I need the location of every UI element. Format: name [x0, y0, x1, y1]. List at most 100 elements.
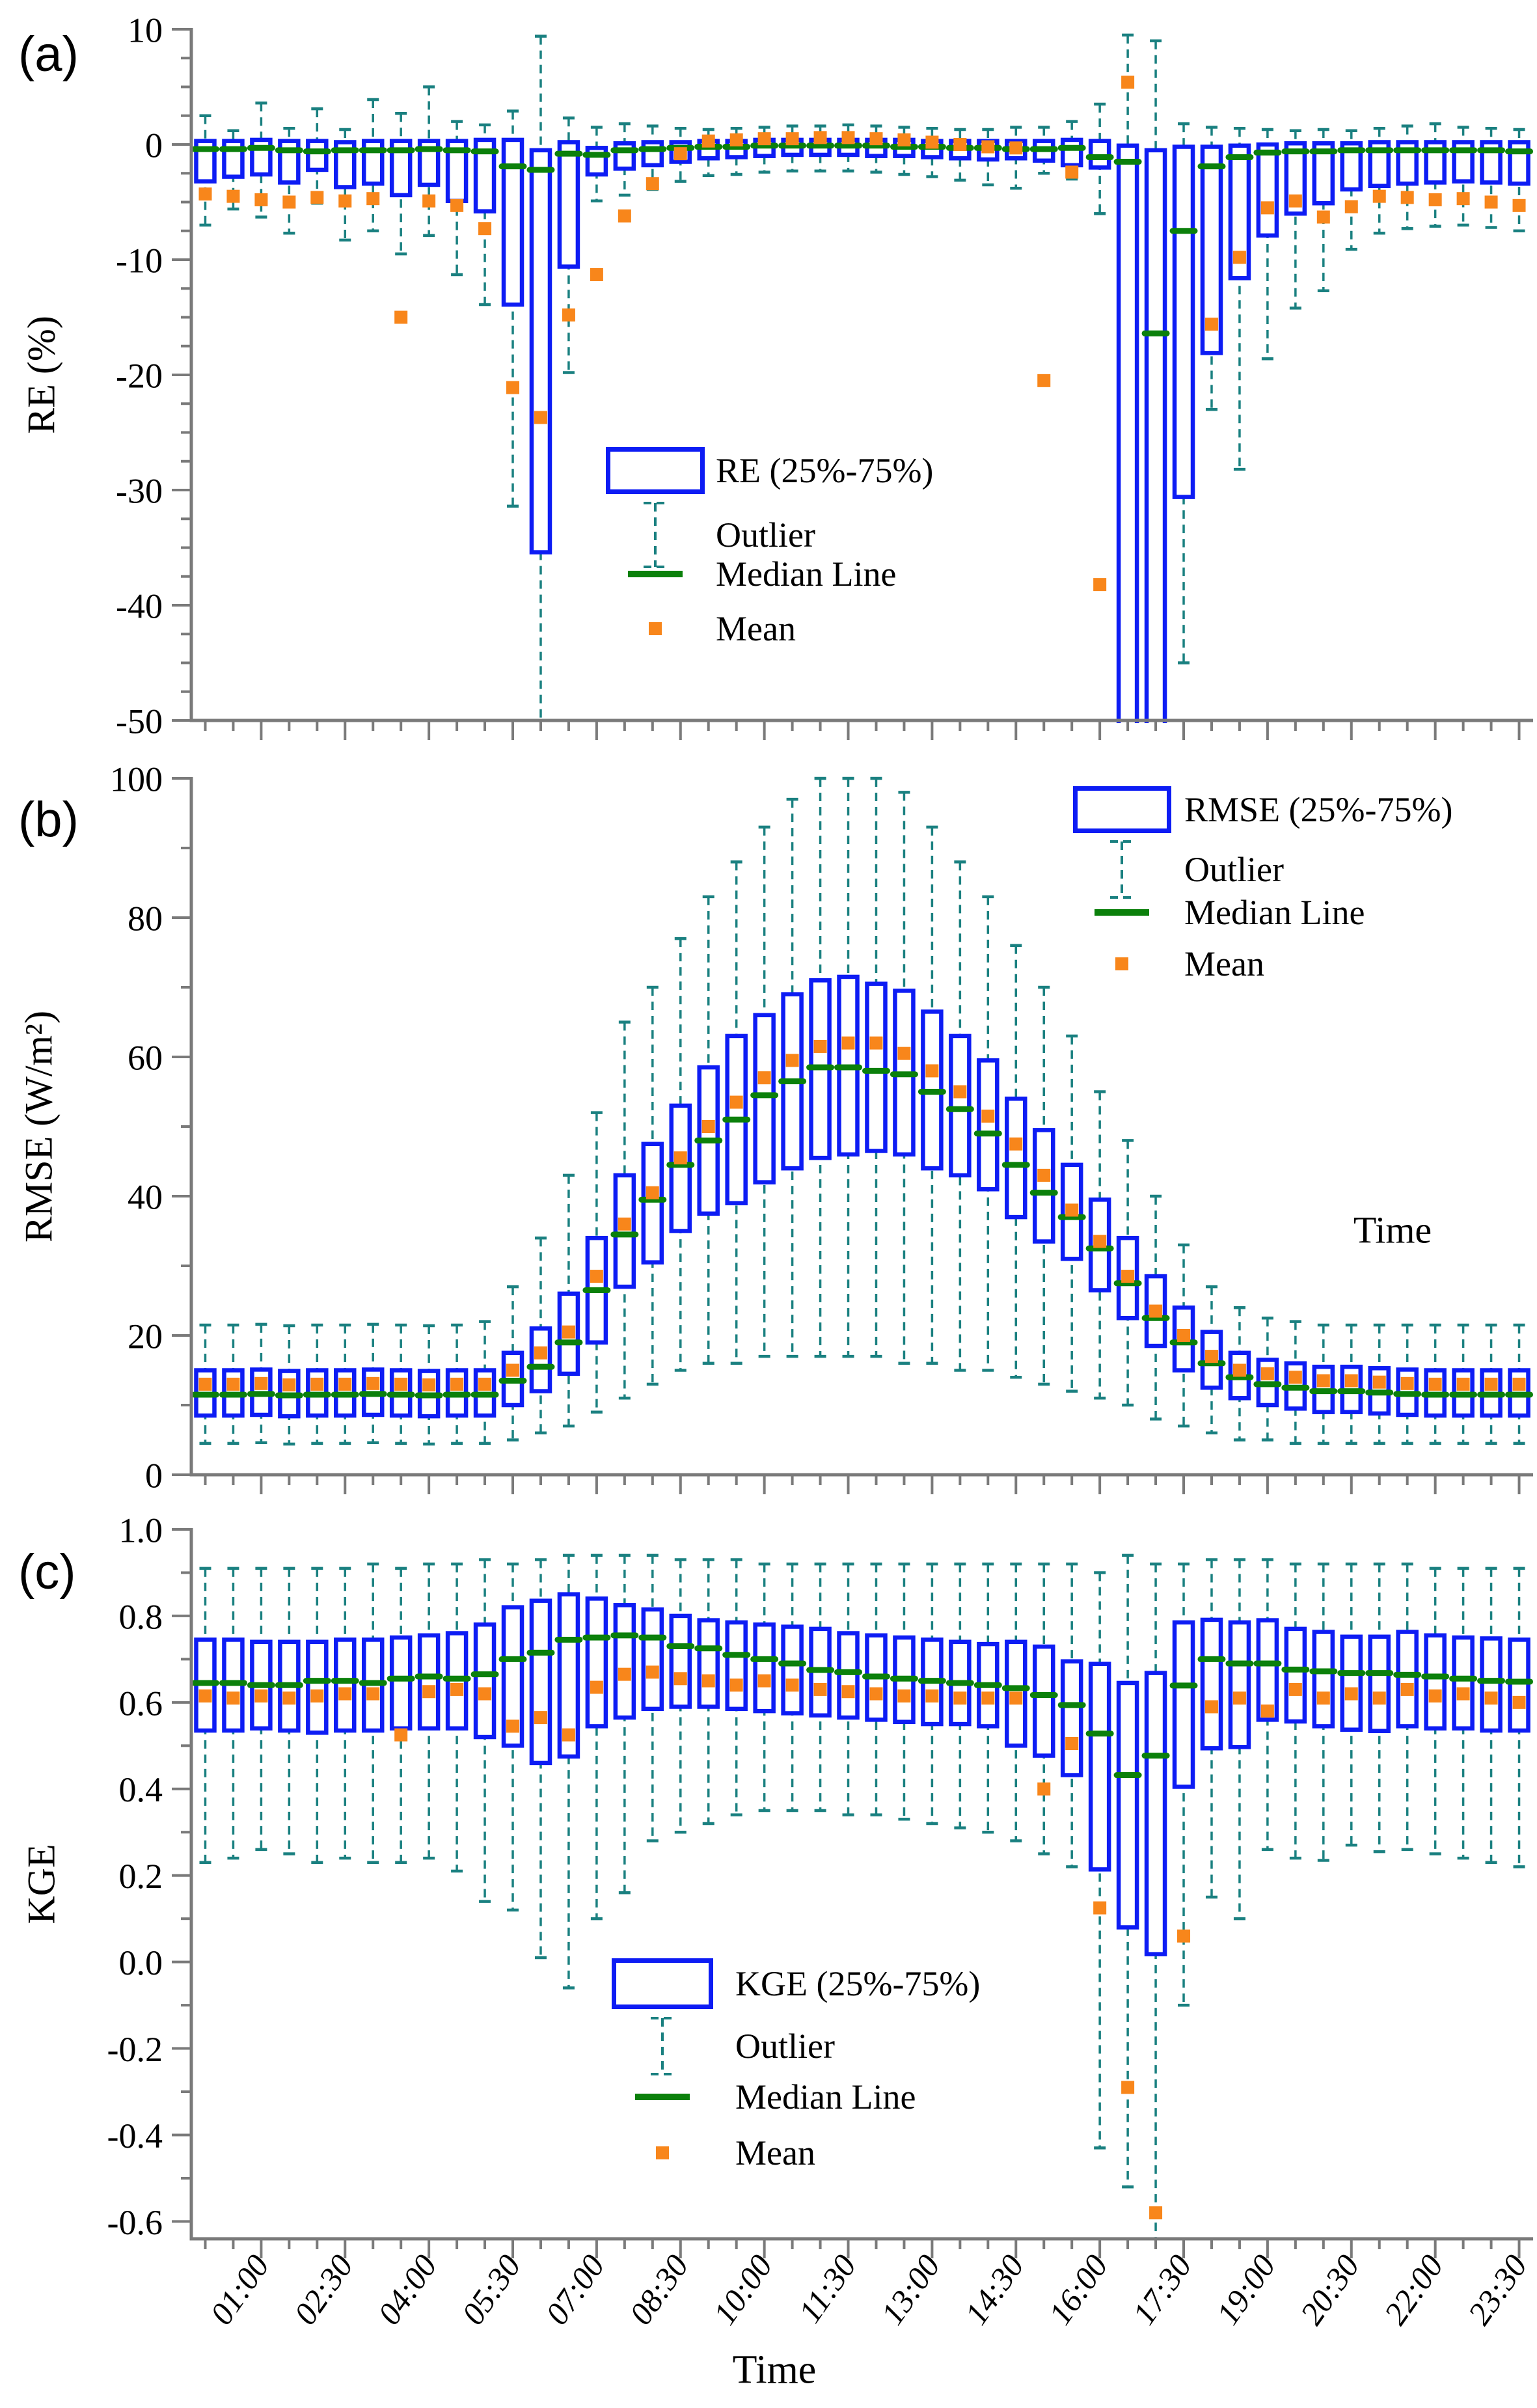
- mean-marker: [1400, 191, 1414, 204]
- whisker: [1150, 1562, 1162, 2241]
- y-tick-label: -30: [116, 471, 163, 510]
- iqr-box: [1200, 1617, 1223, 1751]
- mean-marker: [590, 1680, 603, 1694]
- x-tick-label: 20:30: [1293, 2248, 1367, 2331]
- iqr-box: [529, 1326, 552, 1393]
- whisker: [562, 1173, 575, 1428]
- panel-c-boxes: [191, 1553, 1534, 2241]
- x-tick-label: 05:30: [454, 2248, 528, 2331]
- whisker: [898, 1562, 910, 1821]
- mean-marker: [1372, 1375, 1386, 1389]
- iqr-box: [641, 1142, 664, 1265]
- mean-marker: [1204, 1350, 1218, 1363]
- mean-marker: [590, 268, 603, 282]
- whisker: [1345, 1562, 1357, 1847]
- y-tick-label: 10: [128, 10, 163, 49]
- iqr-box: [669, 1103, 692, 1233]
- mean-marker: [1065, 165, 1079, 179]
- panel-a-axes: 10 0 -10 -20 -30 -40 -50: [116, 10, 1533, 741]
- mean-marker: [785, 1678, 799, 1692]
- mean-marker: [534, 411, 547, 424]
- median-line-icon: [1095, 909, 1149, 916]
- mean-marker: [729, 133, 743, 146]
- whisker: [1010, 1562, 1022, 1842]
- mean-marker: [618, 1217, 631, 1231]
- x-tick-label: 23:30: [1461, 2248, 1534, 2331]
- iqr-box: [1340, 1634, 1363, 1732]
- mean-marker: [981, 1109, 995, 1123]
- whisker: [758, 1562, 770, 1813]
- iqr-box: [1424, 1633, 1447, 1731]
- mean-marker: [1344, 1374, 1358, 1388]
- mean-marker: [1037, 374, 1051, 387]
- mean-marker: [562, 1325, 575, 1339]
- mean-marker: [1037, 1168, 1051, 1182]
- outlier-whisker-icon: [644, 502, 667, 568]
- y-tick-label: 100: [110, 759, 163, 799]
- mean-marker: [925, 1064, 939, 1078]
- mean-marker: [254, 193, 268, 206]
- mean-marker: [757, 132, 771, 146]
- mean-marker: [198, 1689, 212, 1703]
- y-tick-label: 80: [128, 899, 163, 938]
- panel-c-tag: (c): [18, 1544, 76, 1600]
- mean-marker: [701, 1120, 715, 1133]
- mean-marker: [701, 134, 715, 148]
- y-tick-label: -0.6: [107, 2203, 163, 2242]
- whisker: [898, 791, 910, 1365]
- panel-b-inner-time-label: Time: [1353, 1209, 1432, 1252]
- mean-marker: [1065, 1736, 1079, 1750]
- iqr-box: [865, 981, 888, 1153]
- mean-marker: [1177, 1329, 1191, 1342]
- iqr-box: [1144, 1671, 1167, 1956]
- legend-label-outlier: Outlier: [735, 2027, 835, 2066]
- y-tick-label: -40: [116, 586, 163, 625]
- mean-marker: [338, 1377, 352, 1391]
- legend-label-box: RE (25%-75%): [716, 451, 934, 490]
- whisker: [1233, 1306, 1245, 1442]
- iqr-box: [473, 1622, 496, 1740]
- mean-marker: [925, 1689, 939, 1703]
- mean-marker: [1288, 194, 1302, 208]
- iqr-box: [837, 1631, 860, 1720]
- mean-marker: [1456, 1687, 1470, 1701]
- mean-marker: [1149, 1304, 1163, 1318]
- iqr-box: [1508, 1637, 1530, 1733]
- iqr-box: [613, 141, 636, 171]
- whisker: [255, 102, 267, 219]
- outlier-whisker-icon: [1110, 840, 1134, 899]
- mean-marker: [282, 1691, 296, 1705]
- mean-marker: [1232, 251, 1246, 264]
- mean-marker: [785, 1054, 799, 1067]
- legend-label-mean: Mean: [1184, 944, 1264, 983]
- mean-marker: [1037, 1782, 1051, 1796]
- whisker: [1038, 126, 1050, 175]
- iqr-box: [725, 1620, 748, 1712]
- y-tick-label: 0.2: [119, 1857, 163, 1896]
- mean-marker: [673, 147, 687, 161]
- mean-marker: [254, 1689, 268, 1703]
- mean-marker: [562, 1728, 575, 1742]
- mean-marker: [813, 1039, 827, 1053]
- mean-marker: [1316, 1691, 1330, 1705]
- mean-marker: [506, 1363, 520, 1377]
- mean-marker: [590, 1270, 603, 1283]
- mean-marker: [478, 1687, 492, 1701]
- mean-marker: [478, 1377, 492, 1391]
- mean-marker: [1456, 1377, 1470, 1391]
- mean-marker: [1288, 1682, 1302, 1696]
- iqr-box: [529, 1598, 552, 1766]
- x-tick-label: 22:00: [1377, 2248, 1450, 2331]
- iqr-box: [1284, 1626, 1307, 1724]
- whisker: [562, 116, 575, 374]
- iqr-box: [1032, 1644, 1055, 1758]
- mean-marker: [1009, 141, 1023, 155]
- mean-marker: [618, 1667, 631, 1681]
- mean-marker: [1232, 1691, 1246, 1705]
- panel-a-y-axis-title: RE (%): [20, 316, 63, 434]
- mean-marker: [869, 132, 883, 146]
- iqr-box: [1116, 143, 1139, 723]
- mean-marker: [1232, 1363, 1246, 1377]
